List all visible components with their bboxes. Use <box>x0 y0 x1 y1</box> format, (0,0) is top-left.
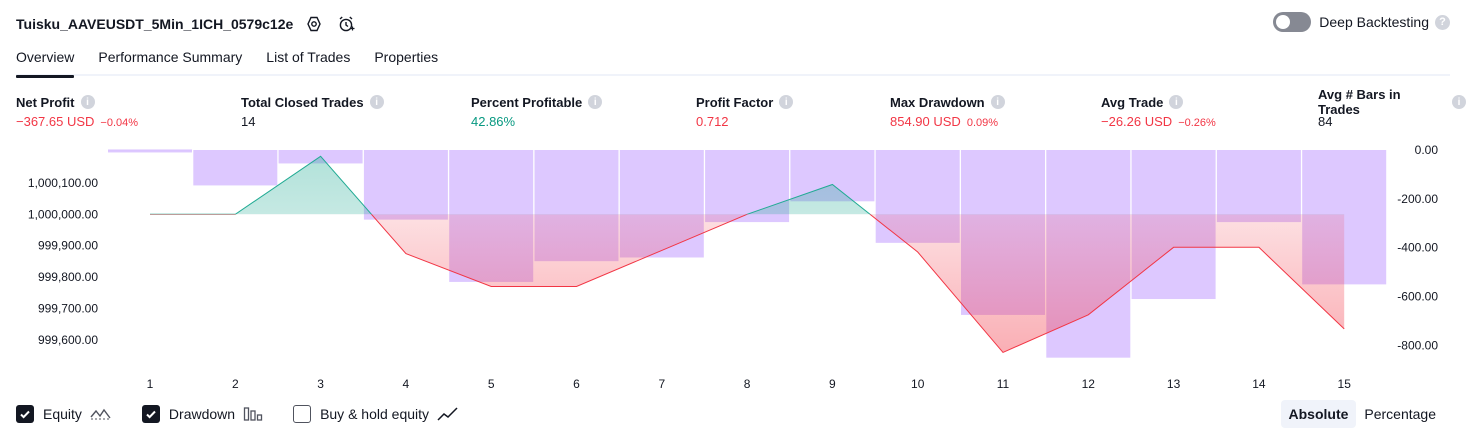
x-axis-tick-label: 5 <box>488 377 495 391</box>
deep-backtesting-help-icon[interactable]: ? <box>1435 14 1450 30</box>
metric-label: Total Closed Trades <box>241 94 364 110</box>
info-icon[interactable]: i <box>80 95 95 109</box>
absolute-button[interactable]: Absolute <box>1280 400 1357 428</box>
chart-legend: Equity Drawdown Buy & hold equity <box>16 402 489 426</box>
x-axis-tick-label: 2 <box>232 377 239 391</box>
metric-profit-factor: Profit Factor i 0.712 <box>696 94 794 130</box>
equity-axis-tick-label: 999,700.00 <box>38 302 98 316</box>
metric-value: −367.65 USD <box>16 114 95 129</box>
checkbox-checked-icon <box>141 405 160 423</box>
drawdown-bar <box>108 150 192 153</box>
metric-avg-bars-in-trades: Avg # Bars in Trades i 84 <box>1318 87 1466 130</box>
metric-label: Max Drawdown <box>890 94 985 110</box>
x-axis-tick-label: 8 <box>744 377 751 391</box>
buy-hold-equity-checkbox[interactable]: Buy & hold equity <box>293 405 459 423</box>
deep-backtesting: Deep Backtesting ? <box>1273 12 1450 32</box>
x-axis-tick-label: 14 <box>1252 377 1266 391</box>
x-axis-tick-label: 11 <box>997 377 1010 391</box>
drawdown-label: Drawdown <box>168 406 236 422</box>
x-axis-tick-label: 3 <box>317 377 324 391</box>
equity-drawdown-chart[interactable]: 1,000,100.00 1,000,000.00 999,900.00 999,80… <box>0 140 1466 395</box>
drawdown-axis-tick-label: -600.00 <box>1397 290 1438 304</box>
info-icon[interactable]: i <box>990 95 1005 109</box>
equity-axis-tick-label: 1,000,100.00 <box>28 176 98 190</box>
strategy-title: Tuisku_AAVEUSDT_5Min_1ICH_0579c12e <box>16 16 294 32</box>
metric-percent: 0.09% <box>966 117 999 129</box>
tab-list-of-trades[interactable]: List of Trades <box>266 49 351 65</box>
x-axis-tick-label: 15 <box>1338 377 1352 391</box>
equity-profit-area <box>150 156 1345 215</box>
tab-overview[interactable]: Overview <box>16 44 75 78</box>
metric-label: Avg # Bars in Trades <box>1318 87 1401 117</box>
drawdown-axis-tick-label: 0.00 <box>1415 143 1439 157</box>
metric-percent-profitable: Percent Profitable i 42.86% <box>471 94 603 130</box>
drawdown-axis-tick-label: -800.00 <box>1397 338 1438 352</box>
equity-label: Equity <box>43 406 82 422</box>
metric-value: 0.712 <box>696 114 729 129</box>
x-axis-tick-label: 10 <box>911 377 925 391</box>
info-icon[interactable]: i <box>369 95 384 109</box>
drawdown-bar <box>363 150 448 220</box>
metric-percent: −0.26% <box>1178 117 1216 129</box>
metric-value: −26.26 USD <box>1101 114 1173 129</box>
tab-properties[interactable]: Properties <box>374 49 439 65</box>
buy-hold-equity-label: Buy & hold equity <box>320 406 430 422</box>
checkbox-unchecked-icon <box>293 405 312 423</box>
metric-label: Percent Profitable <box>471 94 583 110</box>
metric-total-closed-trades: Total Closed Trades i 14 <box>241 94 384 130</box>
buy-hold-line-icon <box>437 407 458 421</box>
x-axis-tick-label: 6 <box>573 377 580 391</box>
strategy-header: Tuisku_AAVEUSDT_5Min_1ICH_0579c12e <box>16 10 357 38</box>
drawdown-axis-tick-label: -200.00 <box>1397 192 1438 206</box>
settings-gear-icon[interactable] <box>303 13 325 35</box>
metric-label: Profit Factor <box>696 94 774 110</box>
metric-value: 14 <box>241 114 256 129</box>
metric-value: 84 <box>1318 114 1333 129</box>
metric-avg-trade: Avg Trade i −26.26 USD −0.26% <box>1101 94 1216 130</box>
x-axis-tick-label: 12 <box>1082 377 1096 391</box>
info-icon[interactable]: i <box>1452 95 1466 109</box>
metric-value: 854.90 USD <box>890 114 961 129</box>
x-axis-tick-label: 7 <box>658 377 665 391</box>
metric-max-drawdown: Max Drawdown i 854.90 USD 0.09% <box>890 94 1005 130</box>
x-axis-tick-label: 4 <box>403 377 410 391</box>
metric-label: Net Profit <box>16 94 75 110</box>
equity-axis-tick-label: 1,000,000.00 <box>28 207 98 221</box>
equity-axis-tick-label: 999,800.00 <box>38 270 98 284</box>
deep-backtesting-toggle[interactable] <box>1273 12 1312 32</box>
metric-percent: −0.04% <box>100 117 139 129</box>
x-axis-tick-label: 1 <box>147 377 154 391</box>
equity-axis-tick-label: 999,900.00 <box>38 239 98 253</box>
equity-loss-area <box>371 214 1345 353</box>
drawdown-checkbox[interactable]: Drawdown <box>141 405 263 423</box>
units-switch: Absolute Percentage <box>1280 400 1445 428</box>
deep-backtesting-label: Deep Backtesting <box>1319 14 1429 30</box>
x-axis-tick-label: 9 <box>829 377 836 391</box>
info-icon[interactable]: i <box>1169 95 1184 109</box>
equity-line-profit <box>150 155 871 215</box>
x-axis-tick-label: 13 <box>1167 377 1181 391</box>
drawdown-bar <box>1216 150 1301 223</box>
equity-axis-tick-label: 999,600.00 <box>38 333 98 347</box>
drawdown-axis-tick-label: -400.00 <box>1397 241 1438 255</box>
info-icon[interactable]: i <box>779 95 794 109</box>
percentage-button[interactable]: Percentage <box>1364 406 1436 422</box>
metric-label: Avg Trade <box>1101 94 1164 110</box>
equity-line-icon <box>90 408 111 420</box>
drawdown-bar <box>193 150 278 186</box>
add-alert-clock-icon[interactable] <box>335 13 357 35</box>
report-tabs: Overview Performance Summary List of Tra… <box>16 44 1450 78</box>
drawdown-bars-icon <box>243 407 263 421</box>
info-icon[interactable]: i <box>588 95 603 109</box>
equity-line-loss <box>150 214 1345 354</box>
metric-value: 42.86% <box>471 114 516 129</box>
metric-net-profit: Net Profit i −367.65 USD −0.04% <box>16 94 138 130</box>
equity-checkbox[interactable]: Equity <box>16 405 112 423</box>
checkbox-checked-icon <box>16 405 34 423</box>
tab-performance-summary[interactable]: Performance Summary <box>98 49 243 65</box>
